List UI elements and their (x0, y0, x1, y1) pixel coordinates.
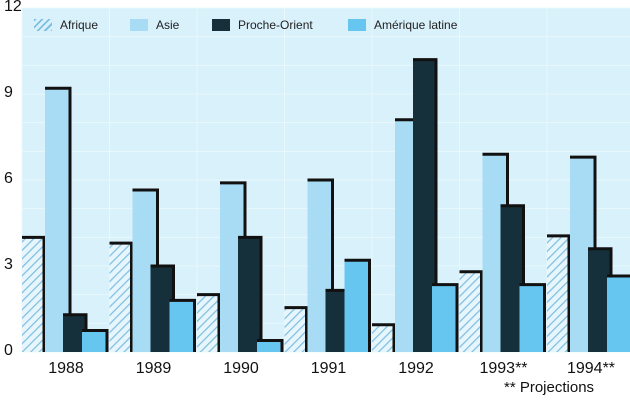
x-tick-label: 1991 (310, 360, 347, 377)
y-tick-label: 9 (4, 84, 13, 101)
legend-amerique-latine: Amérique latine (348, 18, 457, 32)
bar-shadow (169, 298, 196, 352)
bar-am-rique-latine-1988 (82, 330, 107, 352)
bar-proche-orient-1991 (325, 290, 349, 352)
legend-afrique: Afrique (34, 18, 98, 32)
bar-am-rique-latine-1994 (607, 276, 630, 352)
y-tick-label: 12 (4, 0, 22, 15)
bar-shadow (459, 270, 483, 352)
y-tick-label: 3 (4, 256, 13, 273)
bar-shadow (22, 235, 46, 352)
bar-shadow (413, 58, 438, 352)
y-tick-label: 0 (4, 342, 13, 359)
bar-am-rique-latine-1993 (519, 284, 545, 352)
bar-shadow (344, 258, 371, 352)
bar-shadow (197, 293, 221, 352)
legend-swatch (212, 19, 230, 31)
bar-shadow (547, 234, 571, 352)
bar-shadow (284, 306, 308, 352)
bar-afrique-1990 (197, 294, 219, 352)
bar-proche-orient-1992 (413, 59, 436, 352)
bar-am-rique-latine-1992 (432, 284, 457, 352)
bar-afrique-1993 (459, 271, 482, 352)
bar-shadow (82, 329, 109, 352)
legend-swatch (34, 19, 52, 31)
projections-note: ** Projections (504, 379, 595, 396)
bar-afrique-1992 (372, 324, 394, 352)
bar-shadow (519, 283, 546, 352)
bar-shadow (257, 339, 284, 352)
bar-am-rique-latine-1991 (344, 260, 370, 352)
bar-shadow (372, 323, 396, 352)
bar-afrique-1988 (22, 237, 44, 352)
bar-shadow (607, 274, 630, 278)
legend-label: Proche-Orient (238, 18, 313, 32)
bar-proche-orient-1993 (500, 205, 524, 352)
legend-label: Afrique (60, 18, 99, 32)
bar-proche-orient-1994 (588, 248, 611, 352)
bar-afrique-1989 (109, 243, 132, 352)
bar-proche-orient-1990 (238, 237, 261, 352)
legend-asie: Asie (130, 18, 179, 32)
y-tick-label: 6 (4, 170, 13, 187)
bar-shadow (238, 235, 263, 352)
x-tick-label: 1994** (566, 360, 616, 377)
x-tick-label: 1988 (48, 360, 84, 377)
x-tick-label: 1989 (135, 360, 172, 377)
bar-am-rique-latine-1990 (257, 340, 282, 352)
x-tick-label: 1990 (223, 360, 259, 377)
bar-afrique-1994 (547, 235, 569, 352)
x-tick-label: 1992 (398, 360, 434, 377)
bar-am-rique-latine-1989 (169, 300, 195, 352)
x-tick-label: 1993** (479, 360, 528, 377)
bar-shadow (109, 241, 133, 352)
legend-label: Asie (156, 18, 180, 32)
legend-proche-orient: Proche-Orient (212, 18, 313, 32)
bar-proche-orient-1989 (150, 266, 174, 352)
bar-proche-orient-1988 (63, 314, 86, 352)
legend-swatch (348, 19, 366, 31)
bar-shadow (432, 283, 459, 352)
bar-shadow (45, 86, 72, 352)
legend-swatch (130, 19, 148, 31)
bar-asie-1988 (45, 88, 70, 353)
bar-afrique-1991 (284, 307, 307, 352)
legend-label: Amérique latine (374, 18, 458, 32)
